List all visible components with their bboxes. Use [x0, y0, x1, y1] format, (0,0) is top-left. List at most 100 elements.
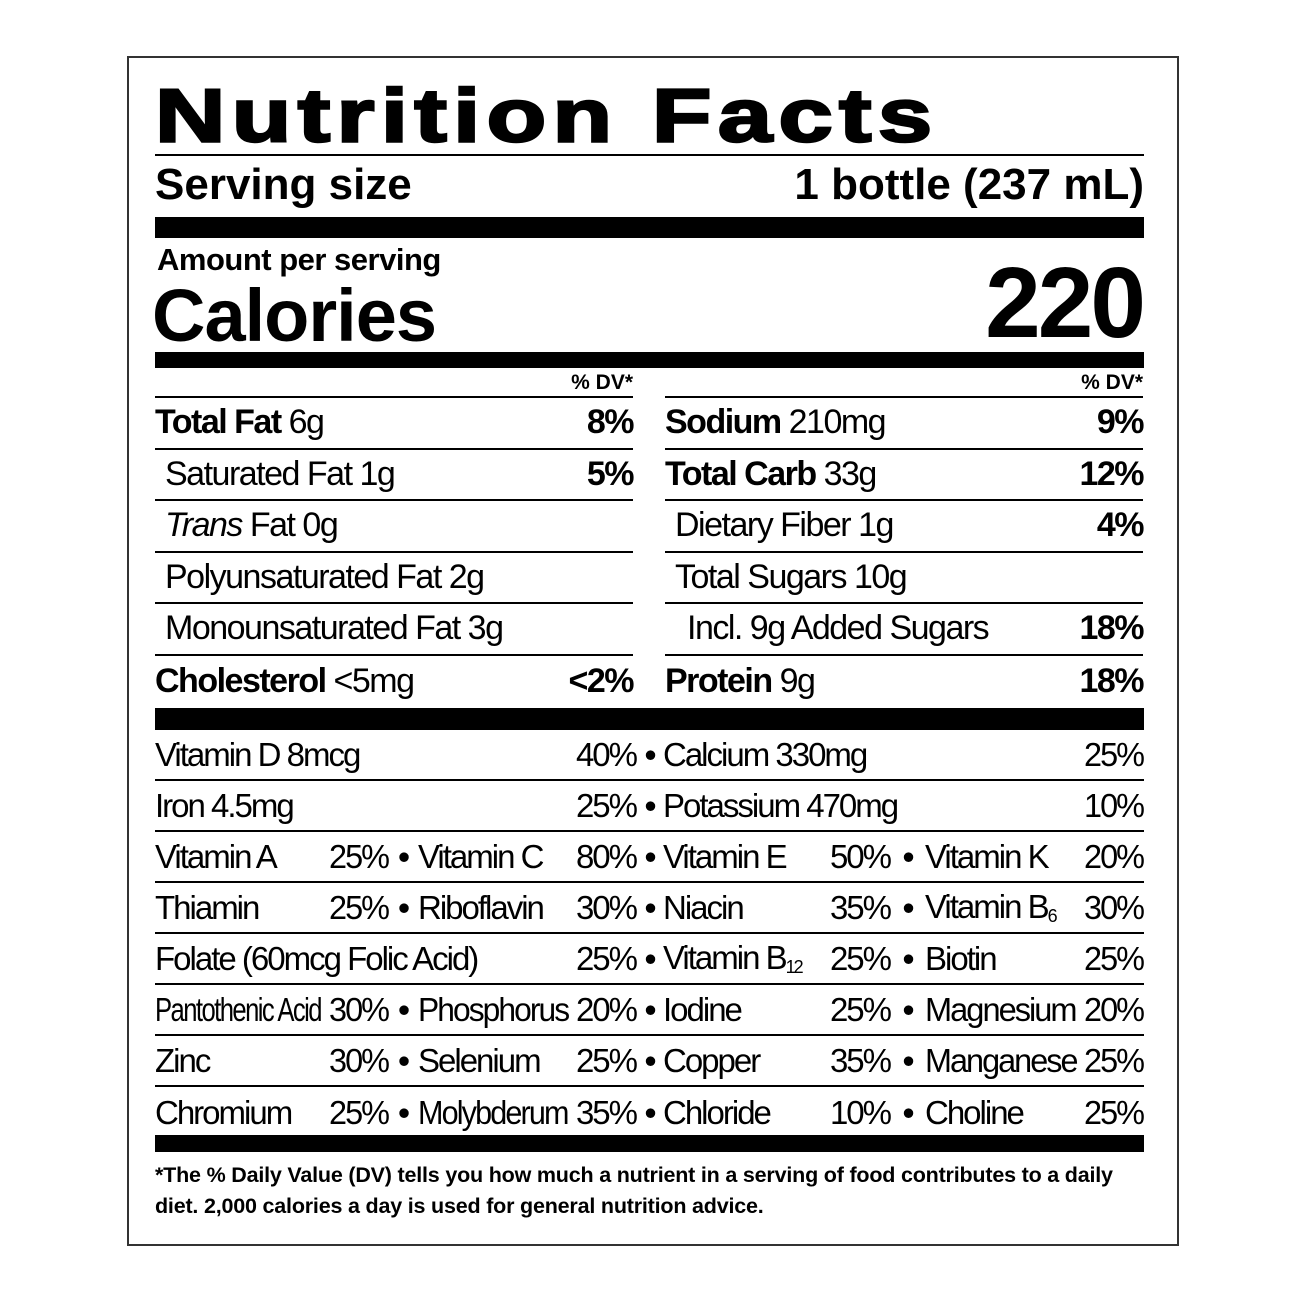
nutrient-row: Cholesterol <5mg <2% [155, 656, 635, 708]
nutrient-dv: 8% [586, 403, 635, 442]
nutrition-label [127, 56, 1179, 1246]
micronutrient-pct: 50% [829, 837, 892, 875]
micronutrient-name-text: Copper [663, 1042, 761, 1080]
micronutrient-label: Chloride [663, 1093, 772, 1131]
thick-divider [155, 352, 1144, 368]
thick-divider [155, 708, 1144, 730]
nutrient-label: Total Fat [155, 403, 282, 442]
nutrient-name: Polyunsaturated Fat 2g [165, 558, 485, 597]
micronutrient-name-text: Manganese [925, 1042, 1079, 1080]
nutrient-name: Total Sugars 10g [675, 557, 908, 597]
micronutrient-label: Folate (60mcg Folic Acid) [155, 939, 479, 977]
micronutrient-label: Vitamin B [663, 939, 788, 976]
micronutrient-pct-cell: 30% [572, 888, 638, 927]
serving-size-row: Serving size 1 bottle (237 mL) [155, 160, 1144, 210]
micronutrient-name: Manganese [925, 1042, 1080, 1080]
micronutrient-pct-cell: 35% [825, 1041, 892, 1080]
divider [155, 154, 1144, 156]
micronutrient-name: Vitamin A [155, 838, 325, 876]
micronutrient-pct-cell: 25% [1080, 736, 1145, 774]
micronutrient-name: Selenium [418, 1042, 572, 1080]
dv-header: % DV* [665, 368, 1143, 398]
micronutrient-name-text: Vitamin B6 [925, 888, 1058, 927]
micronutrient-name-text: Iodine [663, 990, 743, 1029]
micronutrient-name-text: Potassium 470mg [663, 787, 899, 825]
micronutrient-name-text: Vitamin B12 [663, 939, 804, 978]
micronutrient-pct-cell: 25% [1080, 940, 1145, 978]
nutrient-label: Dietary Fiber [675, 506, 852, 545]
micronutrient-pct: 30% [575, 888, 638, 926]
micronutrient-name-text: Magnesium [925, 991, 1078, 1029]
micronutrient-name-text: Choline [925, 1093, 1025, 1132]
micronutrient-pct: 20% [1083, 837, 1145, 875]
bullet: • [398, 1093, 410, 1131]
micronutrient-label: Biotin [925, 939, 998, 977]
bullet: • [644, 939, 657, 977]
micronutrient-label: Zinc [155, 1041, 211, 1079]
dv-header: % DV* [155, 368, 633, 398]
micronutrient-name-text: Phosphorus [418, 991, 570, 1029]
micronutrients-table: Vitamin D 8mcg 40% • Calcium 330mg 25% Iron 4… [155, 730, 1145, 1138]
nutrient-amount: 1g [858, 506, 894, 545]
micronutrient-label: Iodine [663, 990, 743, 1028]
bullet: • [644, 1093, 657, 1131]
micronutrient-label: Calcium 330mg [663, 735, 868, 773]
micronutrient-pct: 25% [1083, 1093, 1145, 1131]
micronutrient-name: Vitamin K [925, 838, 1080, 876]
footnote: *The % Daily Value (DV) tells you how mu… [155, 1163, 1113, 1218]
nutrient-label: Protein [665, 661, 773, 700]
nutrient-row: Polyunsaturated Fat 2g [155, 553, 633, 604]
nutrient-amount: 10g [853, 557, 908, 596]
micronutrient-pct: 35% [829, 1041, 892, 1079]
micronutrient-subscript: 6 [1047, 906, 1058, 926]
bullet: • [902, 939, 915, 977]
bullet: • [398, 837, 410, 875]
serving-size-label: Serving size [155, 160, 412, 209]
bullet: • [644, 990, 657, 1028]
nutrient-dv: <2% [568, 661, 635, 700]
micronutrient-name: Vitamin B6 [925, 888, 1080, 927]
micronutrient-pct-cell: 25% [325, 838, 390, 876]
micronutrient-name-text: Calcium 330mg [663, 735, 868, 774]
micronutrient-row: Iron 4.5mg 25% • Potassium 470mg 10% [155, 781, 1145, 832]
micronutrient-pct-cell: 30% [325, 990, 390, 1029]
bullet: • [902, 837, 915, 875]
micronutrient-label: Vitamin D 8mcg [155, 735, 361, 773]
nutrient-amount: 3g [467, 609, 504, 648]
micronutrient-pct: 25% [575, 786, 638, 824]
bullet: • [644, 888, 657, 926]
nutrient-name: Sodium 210mg [665, 403, 887, 442]
nutrient-name: Total Fat 6g [155, 403, 325, 442]
micronutrient-label: Iron 4.5mg [155, 786, 295, 824]
micronutrient-pct: 10% [1083, 786, 1145, 824]
nutrient-dv: 9% [1096, 403, 1145, 442]
micronutrient-label: Choline [925, 1093, 1025, 1131]
micronutrient-name-text: Vitamin K [925, 838, 1050, 876]
micronutrient-name: Chromium [155, 1094, 325, 1132]
nutrient-amount: 1g [359, 454, 395, 493]
nutrient-dv: 12% [1079, 454, 1144, 493]
micronutrient-name-text: Chromium [155, 1094, 293, 1132]
micronutrient-name-text: Zinc [155, 1041, 211, 1080]
serving-size-value: 1 bottle (237 mL) [794, 160, 1144, 209]
bullet: • [644, 1041, 657, 1079]
micronutrient-name: Biotin [925, 940, 1080, 978]
nutrient-amount: <5mg [333, 661, 416, 700]
micronutrient-name: Chloride [663, 1094, 825, 1132]
micronutrient-pct: 30% [328, 990, 390, 1028]
bullet: • [902, 1041, 915, 1079]
micronutrient-name: Calcium 330mg [663, 736, 1080, 774]
bullet: • [902, 888, 915, 926]
nutrient-row: Saturated Fat 1g 5% [155, 450, 635, 501]
bullet: • [398, 1041, 410, 1079]
micronutrient-pct-cell: 25% [825, 991, 892, 1029]
micronutrient-pct-cell: 80% [572, 838, 638, 876]
nutrient-dv: 4% [1096, 506, 1145, 545]
calories-label: Calories [152, 274, 437, 357]
micronutrient-name: Iodine [663, 991, 825, 1029]
micronutrient-pct-cell: 30% [325, 1042, 390, 1080]
micronutrient-pct-cell: 25% [572, 786, 638, 825]
micronutrient-name-text: Molybderum [418, 1094, 569, 1132]
micronutrient-name-text: Niacin [663, 889, 745, 927]
nutrients-right-column: % DV* Sodium 210mg 9% Total Carb 33g 12% Die… [665, 368, 1145, 707]
